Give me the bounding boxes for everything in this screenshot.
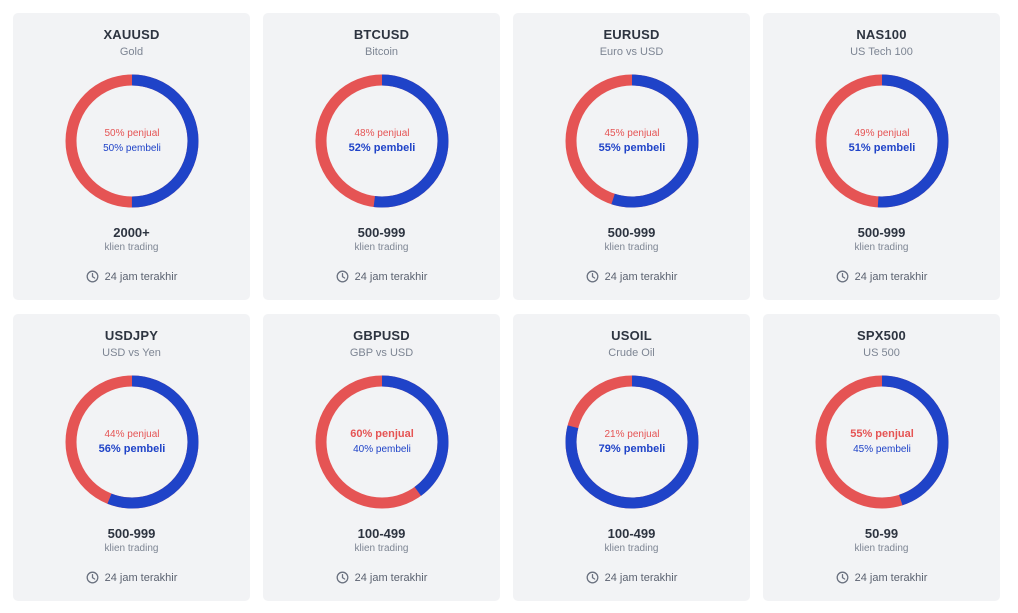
- buy-percentage: 55% pembeli: [598, 142, 666, 154]
- sell-percentage: 55% penjual: [850, 428, 914, 440]
- buy-percentage: 50% pembeli: [103, 143, 161, 154]
- period: 24 jam terakhir: [513, 571, 750, 584]
- period-label: 24 jam terakhir: [854, 270, 928, 283]
- instrument-symbol: XAUUSD: [103, 27, 160, 42]
- buy-arc: [315, 74, 449, 208]
- period: 24 jam terakhir: [513, 270, 750, 283]
- buy-arc: [815, 74, 949, 208]
- buy-arc: [565, 74, 699, 208]
- sentiment-donut: 44% penjual 56% pembeli: [63, 373, 201, 511]
- period-label: 24 jam terakhir: [604, 270, 678, 283]
- sentiment-card[interactable]: USDJPY USD vs Yen 44% penjual 56% pembel…: [13, 314, 250, 601]
- sentiment-card[interactable]: USOIL Crude Oil 21% penjual 79% pembeli …: [513, 314, 750, 601]
- instrument-name: US Tech 100: [850, 46, 913, 58]
- buy-percentage: 45% pembeli: [853, 444, 911, 455]
- instrument-name: US 500: [863, 347, 900, 359]
- sentiment-card[interactable]: EURUSD Euro vs USD 45% penjual 55% pembe…: [513, 13, 750, 300]
- client-count: 100-499: [607, 526, 656, 541]
- client-count: 100-499: [357, 526, 406, 541]
- clock-icon: [586, 571, 599, 584]
- period: 24 jam terakhir: [13, 571, 250, 584]
- buy-percentage: 51% pembeli: [848, 142, 916, 154]
- client-count-label: klien trading: [104, 242, 159, 253]
- instrument-name: USD vs Yen: [102, 347, 161, 359]
- client-count: 50-99: [864, 526, 899, 541]
- period: 24 jam terakhir: [763, 270, 1000, 283]
- period: 24 jam terakhir: [263, 270, 500, 283]
- client-count: 500-999: [357, 225, 406, 240]
- instrument-symbol: GBPUSD: [353, 328, 410, 343]
- period: 24 jam terakhir: [763, 571, 1000, 584]
- clock-icon: [86, 270, 99, 283]
- sentiment-donut: 48% penjual 52% pembeli: [313, 72, 451, 210]
- instrument-symbol: SPX500: [857, 328, 906, 343]
- clock-icon: [86, 571, 99, 584]
- instrument-name: Gold: [119, 46, 144, 58]
- client-count-label: klien trading: [354, 543, 409, 554]
- instrument-symbol: BTCUSD: [353, 27, 410, 42]
- sentiment-donut: 50% penjual 50% pembeli: [63, 72, 201, 210]
- clock-icon: [836, 270, 849, 283]
- sentiment-donut: 55% penjual 45% pembeli: [813, 373, 951, 511]
- client-count-label: klien trading: [354, 242, 409, 253]
- clock-icon: [836, 571, 849, 584]
- client-count-label: klien trading: [104, 543, 159, 554]
- sell-percentage: 45% penjual: [604, 128, 660, 139]
- sell-percentage: 21% penjual: [604, 429, 660, 440]
- period-label: 24 jam terakhir: [104, 571, 178, 584]
- clock-icon: [336, 270, 349, 283]
- period-label: 24 jam terakhir: [604, 571, 678, 584]
- instrument-name: GBP vs USD: [349, 347, 414, 359]
- sell-percentage: 48% penjual: [354, 128, 410, 139]
- sentiment-card[interactable]: GBPUSD GBP vs USD 60% penjual 40% pembel…: [263, 314, 500, 601]
- client-count: 500-999: [107, 526, 156, 541]
- sentiment-card[interactable]: XAUUSD Gold 50% penjual 50% pembeli 2000…: [13, 13, 250, 300]
- period-label: 24 jam terakhir: [104, 270, 178, 283]
- instrument-symbol: EURUSD: [603, 27, 660, 42]
- client-count-label: klien trading: [854, 543, 909, 554]
- buy-arc: [315, 375, 449, 509]
- client-count: 2000+: [113, 225, 150, 240]
- client-count-label: klien trading: [604, 242, 659, 253]
- sentiment-card[interactable]: NAS100 US Tech 100 49% penjual 51% pembe…: [763, 13, 1000, 300]
- buy-percentage: 56% pembeli: [98, 443, 166, 455]
- period-label: 24 jam terakhir: [354, 270, 428, 283]
- period-label: 24 jam terakhir: [354, 571, 428, 584]
- sell-percentage: 44% penjual: [104, 429, 160, 440]
- sentiment-card[interactable]: SPX500 US 500 55% penjual 45% pembeli 50…: [763, 314, 1000, 601]
- sentiment-donut: 21% penjual 79% pembeli: [563, 373, 701, 511]
- buy-percentage: 40% pembeli: [353, 444, 411, 455]
- client-count-label: klien trading: [854, 242, 909, 253]
- buy-arc: [65, 375, 199, 509]
- sentiment-donut: 60% penjual 40% pembeli: [313, 373, 451, 511]
- sentiment-donut: 49% penjual 51% pembeli: [813, 72, 951, 210]
- client-count-label: klien trading: [604, 543, 659, 554]
- client-count: 500-999: [607, 225, 656, 240]
- buy-arc: [565, 375, 699, 509]
- sentiment-donut: 45% penjual 55% pembeli: [563, 72, 701, 210]
- instrument-name: Euro vs USD: [599, 46, 664, 58]
- buy-percentage: 52% pembeli: [348, 142, 416, 154]
- clock-icon: [586, 270, 599, 283]
- sentiment-card[interactable]: BTCUSD Bitcoin 48% penjual 52% pembeli 5…: [263, 13, 500, 300]
- instrument-name: Bitcoin: [364, 46, 399, 58]
- sell-percentage: 49% penjual: [854, 128, 910, 139]
- period: 24 jam terakhir: [13, 270, 250, 283]
- sell-percentage: 50% penjual: [104, 128, 160, 139]
- period: 24 jam terakhir: [263, 571, 500, 584]
- instrument-symbol: USOIL: [611, 328, 652, 343]
- buy-arc: [815, 375, 949, 509]
- clock-icon: [336, 571, 349, 584]
- client-count: 500-999: [857, 225, 906, 240]
- instrument-symbol: USDJPY: [104, 328, 159, 343]
- instrument-name: Crude Oil: [608, 347, 655, 359]
- buy-percentage: 79% pembeli: [598, 443, 666, 455]
- buy-arc: [65, 74, 199, 208]
- period-label: 24 jam terakhir: [854, 571, 928, 584]
- instrument-symbol: NAS100: [856, 27, 907, 42]
- sell-percentage: 60% penjual: [350, 428, 414, 440]
